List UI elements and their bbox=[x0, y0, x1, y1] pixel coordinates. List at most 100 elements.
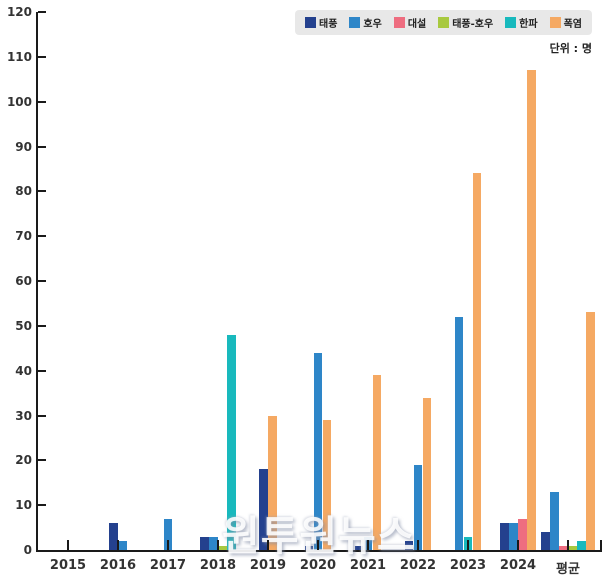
bar-태풍-2021 bbox=[354, 545, 363, 550]
x-axis-label: 2018 bbox=[199, 558, 237, 573]
x-axis-label: 2016 bbox=[99, 558, 137, 573]
x-axis-label: 2022 bbox=[399, 558, 437, 573]
legend-label: 태풍-호우 bbox=[452, 19, 494, 30]
y-axis-tick-label: 0 bbox=[23, 543, 32, 557]
x-axis-end-tick bbox=[600, 540, 602, 550]
x-axis-tick bbox=[317, 540, 319, 550]
legend-item-1: 호우 bbox=[349, 15, 382, 30]
legend-label: 한파 bbox=[519, 19, 538, 30]
y-axis-tick bbox=[38, 235, 46, 238]
x-axis-tick bbox=[217, 540, 219, 550]
x-axis-tick bbox=[467, 540, 469, 550]
y-axis bbox=[36, 12, 38, 552]
legend-swatch-icon bbox=[349, 17, 361, 28]
legend-swatch-icon bbox=[393, 17, 405, 28]
bar-한파-2018 bbox=[227, 334, 236, 550]
x-axis-tick bbox=[367, 540, 369, 550]
y-axis-tick bbox=[38, 100, 46, 103]
bar-태풍-2019 bbox=[259, 469, 268, 550]
y-axis-tick-label: 90 bbox=[15, 139, 32, 154]
bar-한파-평균 bbox=[577, 541, 586, 550]
y-axis-tick-label: 120 bbox=[6, 5, 32, 19]
legend-label: 폭염 bbox=[563, 19, 582, 30]
bar-호우-2017 bbox=[163, 518, 172, 550]
x-axis-tick bbox=[167, 540, 169, 550]
bar-태풍-2024 bbox=[500, 523, 509, 550]
bar-태풍-평균 bbox=[541, 532, 550, 550]
x-axis-tick bbox=[517, 540, 519, 550]
y-axis-tick bbox=[38, 324, 46, 327]
bar-폭염-2019 bbox=[268, 415, 277, 550]
y-axis-tick bbox=[38, 55, 46, 58]
y-axis-tick-label: 40 bbox=[15, 363, 32, 378]
y-axis-tick bbox=[38, 145, 46, 148]
bar-태풍-2018 bbox=[200, 536, 209, 550]
x-axis bbox=[36, 550, 602, 552]
legend-swatch-icon bbox=[549, 17, 561, 28]
unit-label: 단위 : 명 bbox=[549, 42, 592, 55]
x-axis-tick bbox=[567, 540, 569, 550]
legend-label: 태풍 bbox=[319, 19, 338, 30]
x-axis-label: 2019 bbox=[249, 558, 287, 573]
legend-swatch-icon bbox=[438, 17, 450, 28]
bar-대설-평균 bbox=[559, 545, 568, 550]
x-axis-label: 2017 bbox=[149, 558, 187, 573]
y-axis-tick bbox=[38, 414, 46, 417]
legend-item-4: 한파 bbox=[505, 15, 538, 30]
x-axis-label: 2024 bbox=[499, 558, 537, 573]
bar-대설-2024 bbox=[518, 518, 527, 550]
x-axis-tick bbox=[117, 540, 119, 550]
y-axis-tick-label: 50 bbox=[15, 318, 32, 333]
bar-폭염-2024 bbox=[527, 70, 536, 550]
y-axis-tick bbox=[38, 504, 46, 507]
x-axis-tick bbox=[417, 540, 419, 550]
y-axis-tick-label: 70 bbox=[15, 229, 32, 244]
y-axis-tick-label: 10 bbox=[15, 498, 32, 513]
bar-호우-2023 bbox=[454, 316, 463, 550]
bar-태풍-2022 bbox=[404, 541, 413, 550]
bar-태풍-2020 bbox=[304, 545, 313, 550]
legend-item-0: 태풍 bbox=[305, 15, 337, 30]
x-axis-label: 2020 bbox=[299, 558, 337, 573]
y-axis-tick bbox=[38, 369, 46, 372]
x-axis-tick bbox=[67, 540, 69, 550]
y-axis-tick bbox=[38, 459, 46, 462]
bar-태풍-호우-2018 bbox=[218, 545, 227, 550]
bar-호우-2024 bbox=[509, 523, 518, 550]
y-axis-tick-label: 110 bbox=[6, 49, 32, 64]
legend-label: 대설 bbox=[407, 19, 427, 30]
legend-item-5: 폭염 bbox=[549, 15, 582, 30]
bar-호우-2020 bbox=[313, 352, 322, 550]
y-axis-tick bbox=[38, 11, 46, 13]
y-axis-tick bbox=[38, 190, 46, 193]
y-axis-tick bbox=[38, 280, 46, 282]
x-axis-tick bbox=[267, 540, 269, 550]
bar-폭염-2021 bbox=[372, 375, 381, 550]
bar-폭염-2023 bbox=[472, 173, 481, 550]
bar-태풍-호우-평균 bbox=[568, 545, 577, 550]
bar-호우-2018 bbox=[209, 536, 218, 550]
legend-item-3: 태풍-호우 bbox=[438, 15, 493, 30]
x-axis-label: 2023 bbox=[449, 558, 487, 573]
legend-swatch-icon bbox=[305, 17, 316, 28]
bar-폭염-2022 bbox=[422, 397, 431, 550]
bar-호우-평균 bbox=[550, 491, 559, 550]
y-axis-tick-label: 80 bbox=[15, 184, 32, 199]
bar-폭염-2020 bbox=[322, 419, 331, 550]
bar-호우-2022 bbox=[413, 464, 422, 550]
y-axis-tick-label: 100 bbox=[6, 94, 32, 109]
legend-swatch-icon bbox=[505, 17, 517, 28]
legend: 태풍 호우 대설 태풍-호우 한파 폭염 bbox=[295, 10, 592, 35]
x-axis-label: 2021 bbox=[349, 558, 387, 573]
bar-태풍-2016 bbox=[109, 523, 118, 550]
legend-label: 호우 bbox=[363, 19, 382, 30]
y-axis-tick-label: 20 bbox=[15, 453, 32, 468]
legend-item-2: 대설 bbox=[393, 15, 427, 30]
x-axis-label: 평균 bbox=[556, 562, 580, 576]
y-axis-tick-label: 30 bbox=[15, 408, 32, 423]
bar-폭염-평균 bbox=[586, 312, 595, 550]
y-axis-tick-label: 60 bbox=[15, 274, 32, 288]
x-axis-label: 2015 bbox=[49, 558, 87, 573]
bar-호우-2016 bbox=[118, 541, 127, 550]
